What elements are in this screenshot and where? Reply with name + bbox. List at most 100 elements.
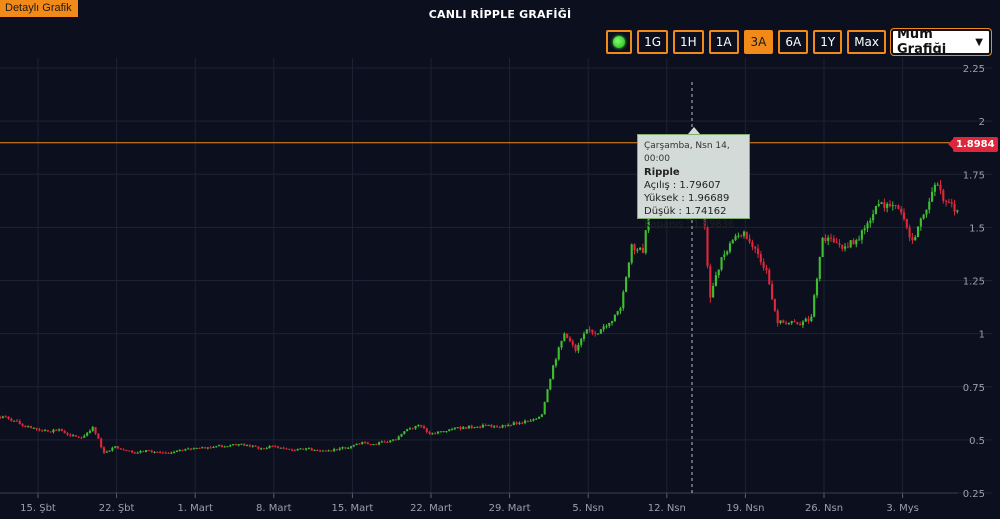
live-toggle-button[interactable] [606,30,633,54]
candle-body [282,447,285,449]
candle-body [459,427,462,430]
candle-body [195,447,198,449]
candle-body [361,442,364,445]
x-tick-label: 1. Mart [177,503,213,514]
candle-body [467,425,470,429]
candle-body [10,418,13,421]
candle-body [369,444,372,446]
candle-body [470,425,473,428]
candle-body [532,419,535,421]
range-button-6a[interactable]: 6A [778,30,809,54]
candle-body [296,449,299,451]
candle-body [344,447,347,449]
candle-body [554,359,557,366]
detailed-chart-tag[interactable]: Detaylı Grafik [0,0,78,17]
candle-body [161,452,164,454]
candle-body [268,446,271,449]
candle-body [616,311,619,315]
candle-body [352,444,355,447]
tooltip-high: Yüksek : 1.96689 [644,193,730,204]
chart-type-select[interactable]: Mum Grafiği ▼ [890,27,992,57]
candle-body [383,441,386,443]
candle-body [793,321,796,323]
candle-body [32,427,35,429]
y-tick-label: 1 [979,330,985,341]
candles-layer [0,136,959,455]
x-tick-label: 12. Nsn [648,503,686,514]
candle-body [392,439,395,441]
candle-body [243,443,246,446]
candle-body [18,420,21,425]
candle-body [139,451,142,453]
candle-body [397,436,400,440]
candle-body [507,425,510,427]
candle-body [956,210,959,212]
candle-body [560,340,563,348]
candle-body [933,184,936,192]
candle-body [97,433,100,439]
candle-body [577,344,580,351]
candle-body [299,448,302,450]
chevron-down-icon: ▼ [975,36,983,48]
candle-body [240,443,243,445]
candle-body [546,389,549,403]
candle-body [133,452,136,454]
range-button-1a[interactable]: 1A [708,30,739,54]
range-button-1y[interactable]: 1Y [813,30,843,54]
candle-body [439,431,442,433]
candle-body [605,325,608,327]
candle-tooltip: Çarşamba, Nsn 14, 00:00 Ripple Açılış : … [637,134,750,230]
candle-body [639,247,642,250]
x-tick-label: 15. Mart [331,503,373,514]
range-button-1h[interactable]: 1H [673,30,704,54]
candle-body [706,227,709,267]
y-tick-label: 2 [979,117,985,128]
candle-body [762,262,765,268]
candle-body [886,203,889,208]
candle-body [358,443,361,445]
candle-body [824,238,827,241]
candle-body [27,426,30,428]
candle-body [88,430,91,433]
candle-body [114,446,117,448]
candle-body [622,291,625,309]
candle-body [796,322,799,324]
candle-body [911,237,914,241]
candle-body [827,237,830,241]
candle-body [914,237,917,241]
candle-body [902,212,906,219]
candle-body [613,314,616,322]
range-button-max[interactable]: Max [847,30,886,54]
candle-body [285,448,288,450]
candle-body [248,445,252,447]
candle-body [290,449,294,451]
candle-body [549,378,552,390]
candle-body [810,316,813,321]
candle-body [422,426,426,429]
candle-body [234,444,237,446]
candle-body [563,333,566,341]
candle-body [709,266,712,298]
candle-body [829,237,833,239]
candle-body [813,295,816,317]
candle-body [15,420,19,422]
candle-body [223,446,226,448]
candle-body [608,323,611,326]
range-button-3a[interactable]: 3A [743,30,774,54]
candle-body [7,416,10,419]
candle-body [641,247,645,253]
candle-body [487,424,490,426]
candle-body [420,425,423,427]
candle-body [804,318,807,322]
y-tick-label: 1.5 [969,223,985,234]
candle-body [894,205,897,207]
range-button-1g[interactable]: 1G [637,30,669,54]
candle-body [156,451,159,453]
candle-body [206,447,209,449]
candle-body [145,450,148,453]
y-tick-label: 0.25 [963,489,985,500]
candle-body [305,448,308,450]
candle-body [178,449,181,451]
candle-body [105,451,108,453]
